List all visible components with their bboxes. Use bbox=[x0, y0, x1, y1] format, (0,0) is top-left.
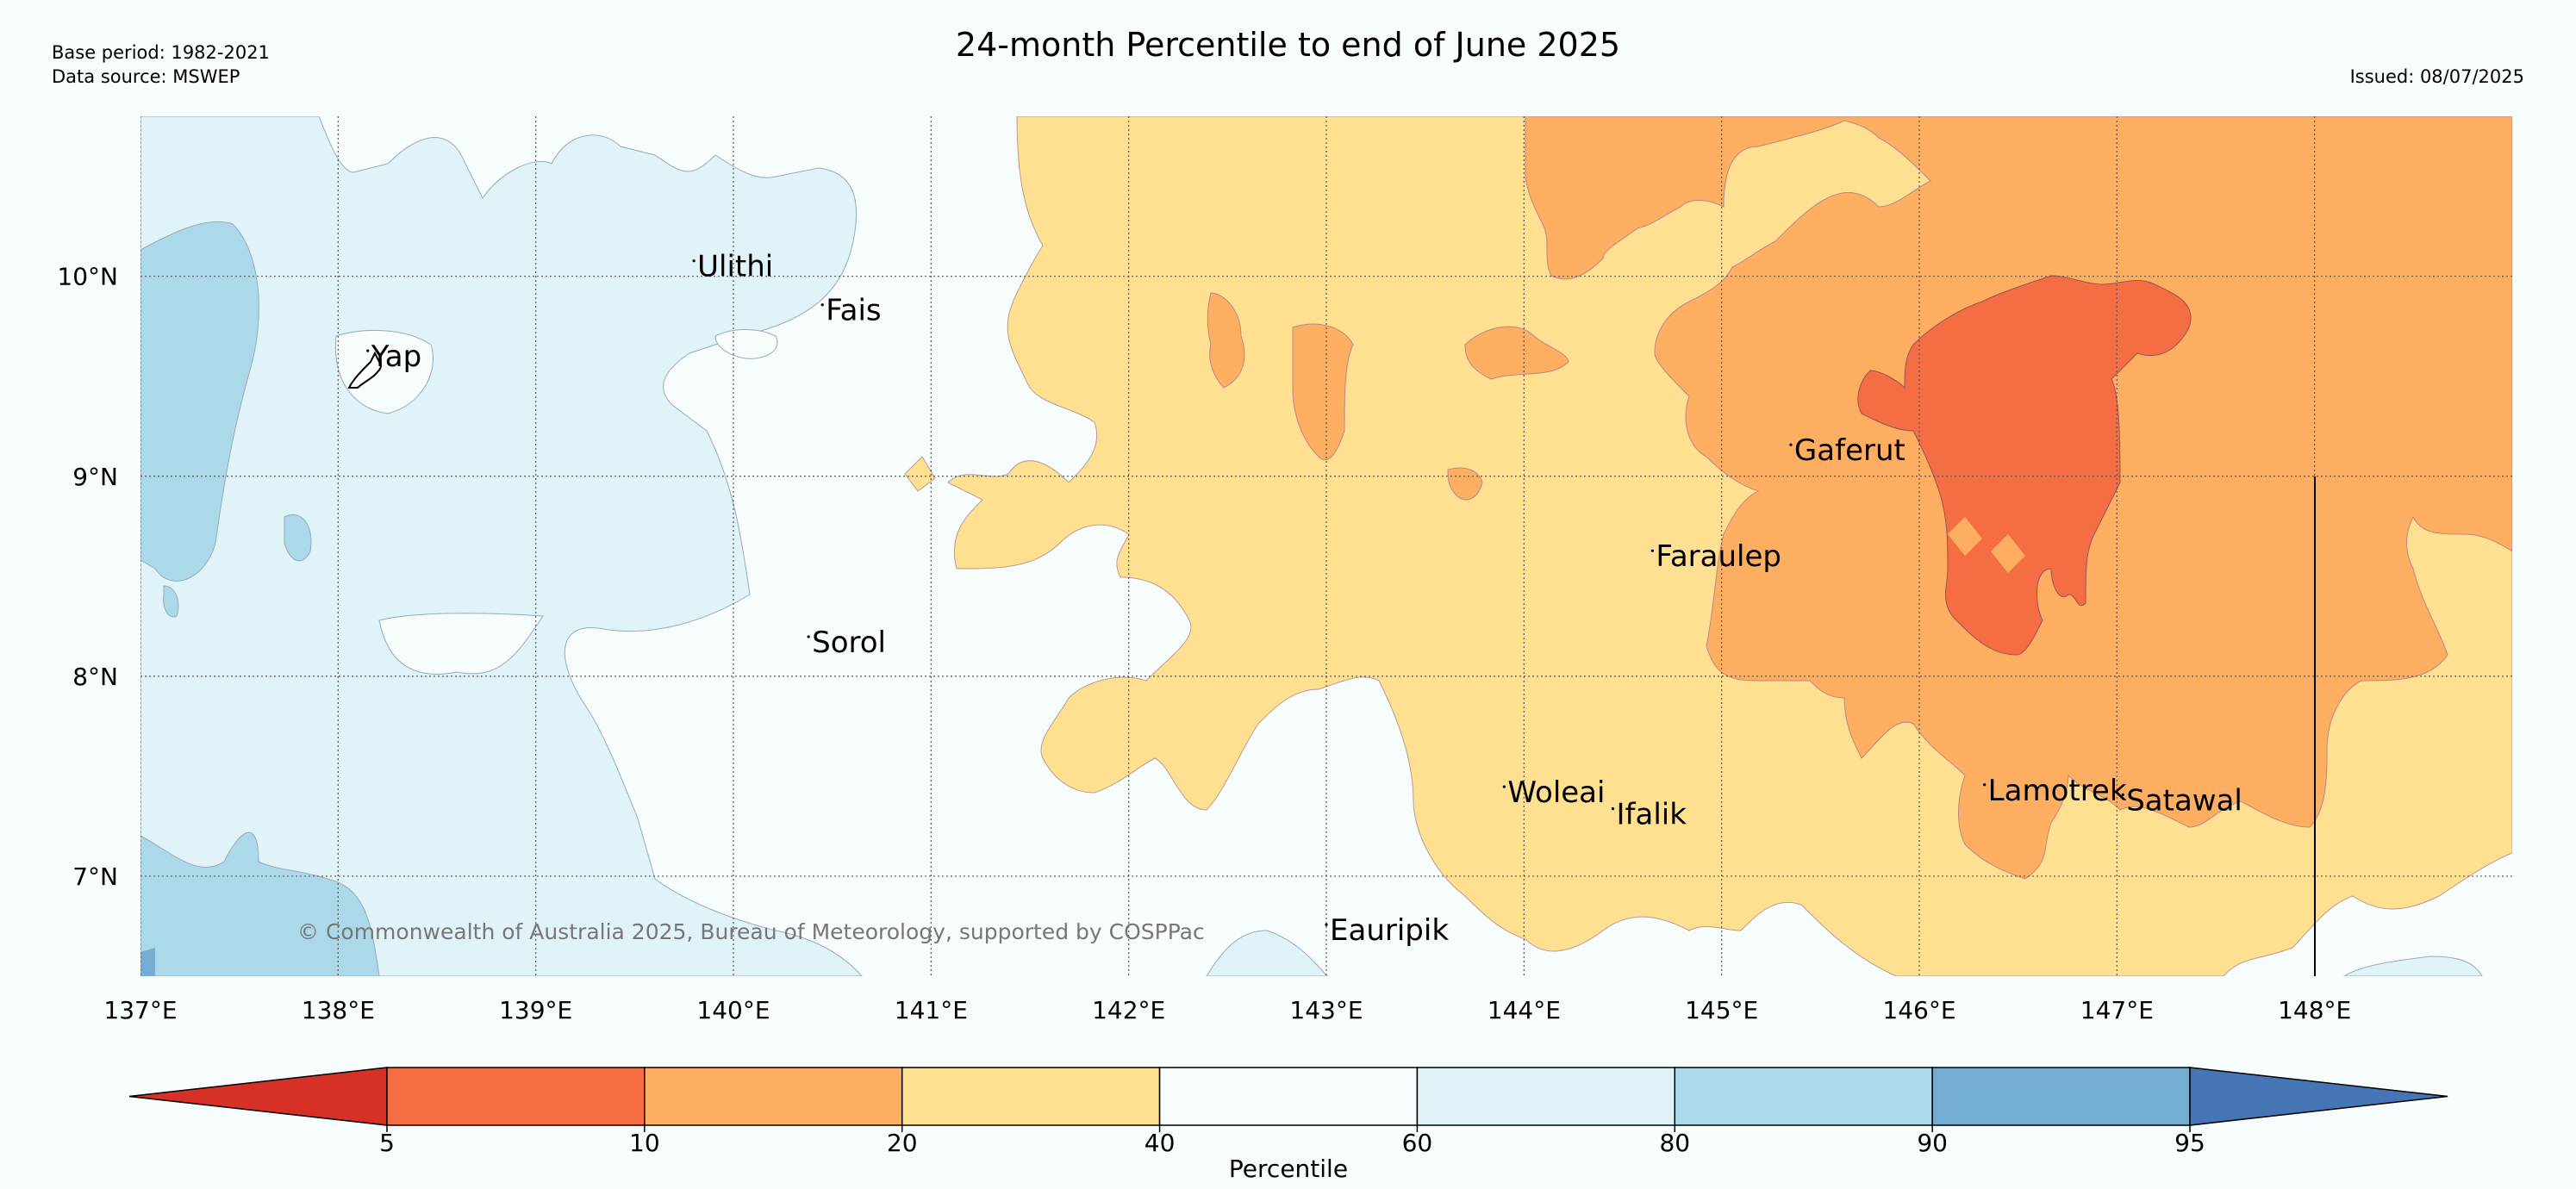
colorbar-segment bbox=[1674, 1067, 1933, 1126]
latitude-tick-label: 9°N bbox=[72, 463, 118, 491]
island-marker bbox=[1650, 549, 1654, 552]
longitude-tick-label: 143°E bbox=[1289, 996, 1363, 1024]
longitude-tick-label: 147°E bbox=[2080, 996, 2154, 1024]
colorbar-label: Percentile bbox=[1229, 1155, 1348, 1183]
colorbar-tick-label: 40 bbox=[1145, 1129, 1176, 1157]
region-90-95-sw bbox=[140, 948, 155, 976]
island-marker bbox=[820, 303, 824, 307]
region-10-20-hole2 bbox=[1991, 534, 2025, 573]
longitude-tick-label: 139°E bbox=[499, 996, 572, 1024]
longitude-tick-label: 148°E bbox=[2278, 996, 2351, 1024]
place-label: Satawal bbox=[2126, 783, 2242, 818]
place-label: Fais bbox=[826, 294, 881, 328]
region-below-10 bbox=[1857, 275, 2192, 656]
colorbar-tick-label: 95 bbox=[2174, 1129, 2205, 1157]
copyright-text: © Commonwealth of Australia 2025, Bureau… bbox=[297, 919, 1205, 944]
longitude-tick-label: 142°E bbox=[1092, 996, 1165, 1024]
island-marker bbox=[1611, 807, 1615, 811]
region-60-80-se bbox=[2343, 956, 2483, 976]
place-label: Gaferut bbox=[1794, 433, 1905, 468]
region-10-20-hole1 bbox=[1948, 517, 1982, 556]
latitude-tick-label: 10°N bbox=[57, 263, 118, 291]
region-10-20-b bbox=[1292, 323, 1354, 461]
region-20-40-dot bbox=[904, 456, 936, 492]
region-80-90-dot1 bbox=[284, 514, 312, 562]
island-marker bbox=[1325, 923, 1328, 926]
region-40-60-yap bbox=[334, 330, 434, 414]
region-60-80-s bbox=[1206, 930, 1328, 976]
longitude-tick-label: 144°E bbox=[1488, 996, 1561, 1024]
longitude-tick-label: 138°E bbox=[302, 996, 375, 1024]
colorbar-tick-label: 80 bbox=[1659, 1129, 1690, 1157]
colorbar-segment bbox=[1158, 1067, 1419, 1126]
place-label: Yap bbox=[371, 339, 422, 374]
colorbar-extend-high bbox=[2189, 1067, 2448, 1126]
island-marker bbox=[807, 635, 810, 638]
colorbar-segment bbox=[901, 1067, 1161, 1126]
colorbar-extend-low bbox=[128, 1067, 388, 1126]
colorbar-segment bbox=[1931, 1067, 2191, 1126]
percentile-regions bbox=[140, 116, 2512, 976]
island-marker bbox=[366, 349, 370, 352]
region-80-90-sw bbox=[140, 831, 380, 976]
region-10-20-c bbox=[1207, 292, 1245, 389]
island-marker bbox=[692, 259, 695, 263]
yap-island bbox=[347, 351, 383, 389]
issued-date-text: Issued: 08/07/2025 bbox=[2349, 66, 2524, 87]
place-label: Ulithi bbox=[697, 250, 773, 284]
latitude-tick-label: 7°N bbox=[72, 862, 118, 891]
map-title: 24-month Percentile to end of June 2025 bbox=[955, 26, 1621, 64]
colorbar-tick-label: 60 bbox=[1402, 1129, 1433, 1157]
island-marker bbox=[2121, 793, 2124, 796]
colorbar-tick-label: 10 bbox=[629, 1129, 660, 1157]
place-label: Faraulep bbox=[1656, 539, 1781, 574]
place-labels: Ulithi Fais Yap Gaferut Faraulep Sorol Woleai I… bbox=[366, 250, 2242, 948]
place-label: Sorol bbox=[812, 626, 886, 660]
longitude-tick-label: 145°E bbox=[1685, 996, 1758, 1024]
region-40-60-mid bbox=[378, 613, 544, 675]
place-label: Ifalik bbox=[1617, 798, 1687, 832]
island-marker bbox=[1983, 783, 1987, 787]
colorbar: 5 10 20 40 60 80 90 95 bbox=[128, 1067, 2448, 1157]
base-period-text: Base period: 1982-2021 bbox=[52, 42, 270, 63]
longitude-ticks: 137°E 138°E 139°E 140°E 141°E 142°E 143°E 144°E… bbox=[103, 996, 2351, 1024]
data-source-text: Data source: MSWEP bbox=[52, 66, 240, 87]
place-label: Woleai bbox=[1507, 775, 1605, 810]
region-40-60-ulithi bbox=[714, 329, 778, 359]
longitude-tick-label: 146°E bbox=[1882, 996, 1955, 1024]
longitude-tick-label: 140°E bbox=[696, 996, 770, 1024]
region-10-20-a bbox=[1464, 326, 1569, 380]
colorbar-tick-label: 90 bbox=[1917, 1129, 1948, 1157]
longitude-tick-label: 137°E bbox=[103, 996, 177, 1024]
latitude-tick-label: 8°N bbox=[72, 663, 118, 691]
colorbar-segment bbox=[644, 1067, 903, 1126]
region-80-90-dot2 bbox=[163, 585, 179, 618]
latitude-ticks: 10°N 9°N 8°N 7°N bbox=[57, 263, 118, 891]
region-80-90-west bbox=[140, 221, 259, 582]
place-label: Eauripik bbox=[1330, 913, 1449, 948]
colorbar-tick-label: 20 bbox=[887, 1129, 918, 1157]
island-marker bbox=[1789, 443, 1793, 446]
colorbar-segment bbox=[1416, 1067, 1676, 1126]
island-marker bbox=[1502, 785, 1506, 788]
place-label: Lamotrek bbox=[1988, 774, 2127, 808]
colorbar-segment bbox=[386, 1067, 646, 1126]
longitude-tick-label: 141°E bbox=[895, 996, 968, 1024]
colorbar-tick-label: 5 bbox=[379, 1129, 395, 1157]
